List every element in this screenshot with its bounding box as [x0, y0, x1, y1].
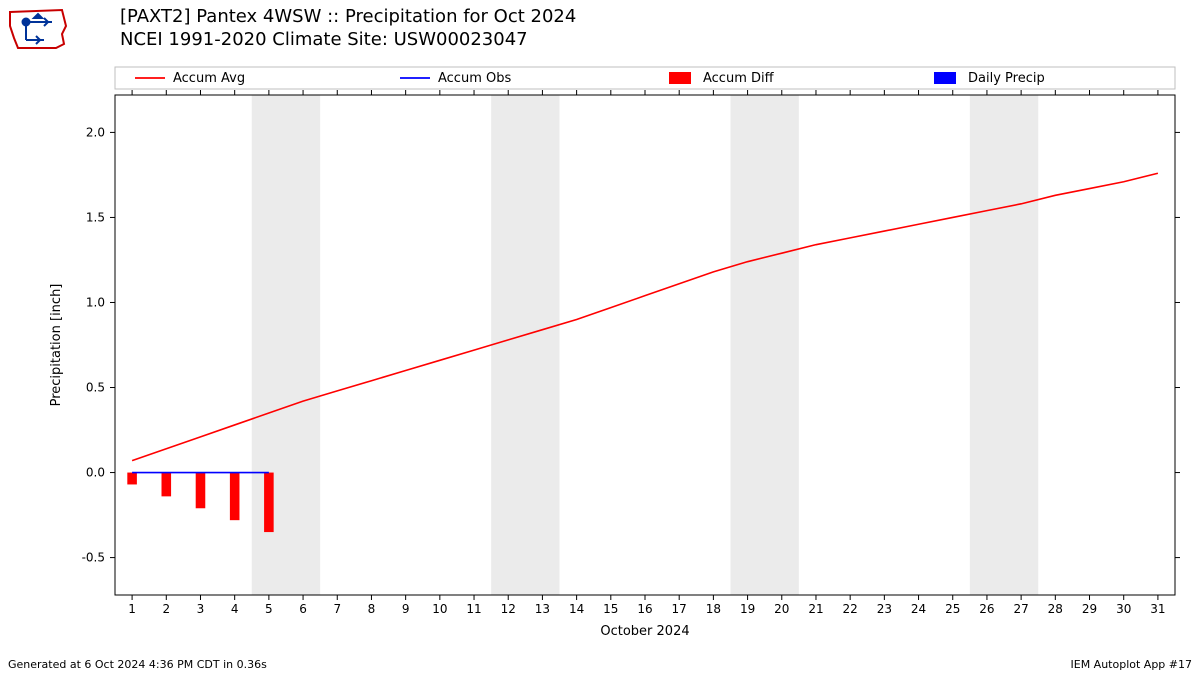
y-tick-label: -0.5	[82, 551, 105, 565]
x-tick-label: 18	[706, 602, 721, 616]
x-tick-label: 2	[162, 602, 170, 616]
y-tick-label: 1.5	[86, 210, 105, 224]
x-tick-label: 27	[1013, 602, 1028, 616]
weekend-band	[970, 95, 1038, 595]
x-tick-label: 10	[432, 602, 447, 616]
logo-symbol	[23, 14, 53, 44]
chart-title-line2: NCEI 1991-2020 Climate Site: USW00023047	[120, 29, 576, 52]
x-tick-label: 21	[808, 602, 823, 616]
x-tick-label: 17	[672, 602, 687, 616]
x-tick-label: 24	[911, 602, 926, 616]
x-tick-label: 15	[603, 602, 618, 616]
y-tick-label: 0.5	[86, 381, 105, 395]
legend-swatch	[669, 72, 691, 84]
x-axis-label: October 2024	[600, 624, 689, 639]
footer-appname: IEM Autoplot App #17	[1071, 658, 1193, 671]
x-tick-label: 5	[265, 602, 273, 616]
legend-label: Accum Diff	[703, 71, 775, 86]
weekend-band	[252, 95, 320, 595]
weekend-band	[730, 95, 798, 595]
x-tick-label: 3	[197, 602, 205, 616]
x-tick-label: 12	[501, 602, 516, 616]
chart-title-line1: [PAXT2] Pantex 4WSW :: Precipitation for…	[120, 6, 576, 29]
x-tick-label: 20	[774, 602, 789, 616]
legend-swatch	[934, 72, 956, 84]
y-tick-label: 1.0	[86, 295, 105, 309]
precipitation-chart: -0.50.00.51.01.52.0123456789101112131415…	[0, 60, 1200, 640]
x-tick-label: 1	[128, 602, 136, 616]
x-tick-label: 13	[535, 602, 550, 616]
x-tick-label: 31	[1150, 602, 1165, 616]
x-tick-label: 19	[740, 602, 755, 616]
accum-diff-bar	[196, 473, 206, 509]
x-tick-label: 22	[843, 602, 858, 616]
legend-label: Accum Obs	[438, 71, 511, 86]
x-tick-label: 30	[1116, 602, 1131, 616]
x-tick-label: 8	[368, 602, 376, 616]
x-tick-label: 16	[637, 602, 652, 616]
x-tick-label: 23	[877, 602, 892, 616]
x-tick-label: 26	[979, 602, 994, 616]
accum-diff-bar	[127, 473, 137, 485]
x-tick-label: 4	[231, 602, 239, 616]
x-tick-label: 11	[466, 602, 481, 616]
x-tick-label: 29	[1082, 602, 1097, 616]
accum-diff-bar	[230, 473, 240, 521]
y-axis-label: Precipitation [inch]	[49, 284, 64, 407]
y-tick-label: 2.0	[86, 125, 105, 139]
iem-logo	[4, 4, 72, 54]
accum-diff-bar	[162, 473, 172, 497]
legend-label: Daily Precip	[968, 71, 1045, 86]
x-tick-label: 6	[299, 602, 307, 616]
legend-label: Accum Avg	[173, 71, 245, 86]
x-tick-label: 9	[402, 602, 410, 616]
x-tick-label: 14	[569, 602, 584, 616]
weekend-band	[491, 95, 559, 595]
x-tick-label: 28	[1048, 602, 1063, 616]
accum-diff-bar	[264, 473, 274, 533]
footer-generated: Generated at 6 Oct 2024 4:36 PM CDT in 0…	[8, 658, 267, 671]
x-tick-label: 25	[945, 602, 960, 616]
x-tick-label: 7	[333, 602, 341, 616]
chart-title: [PAXT2] Pantex 4WSW :: Precipitation for…	[120, 6, 576, 51]
y-tick-label: 0.0	[86, 466, 105, 480]
